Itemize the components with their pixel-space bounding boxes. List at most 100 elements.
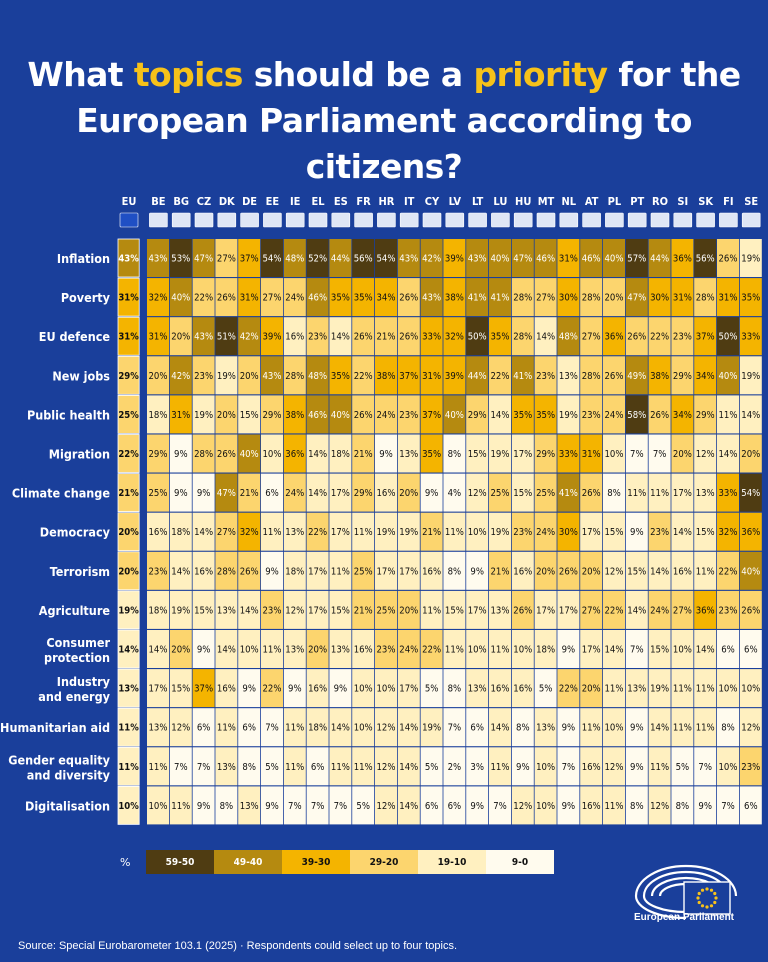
heatmap-cell bbox=[603, 434, 625, 473]
cell-value-label: 26% bbox=[354, 410, 373, 421]
heatmap-cell bbox=[466, 239, 489, 277]
cell-value-label: 23% bbox=[399, 410, 418, 421]
cell-value-label: 27% bbox=[582, 332, 601, 343]
cell-value-label: 30% bbox=[559, 293, 578, 304]
cell-value-label: 22% bbox=[719, 566, 738, 577]
heatmap-cell bbox=[215, 708, 238, 747]
cell-value-label: 27% bbox=[263, 293, 282, 304]
cell-value-label: 41% bbox=[513, 371, 532, 382]
heatmap-cell bbox=[511, 630, 534, 668]
cell-value-label: 35% bbox=[536, 410, 555, 421]
cell-value-label: 17% bbox=[331, 488, 350, 499]
heatmap-cell bbox=[397, 317, 420, 356]
cell-value-label: 11% bbox=[696, 723, 715, 734]
heatmap-cell bbox=[238, 590, 261, 629]
cell-value-label: 19% bbox=[491, 449, 510, 460]
cell-value-label: 7% bbox=[288, 801, 302, 812]
heatmap-cell bbox=[192, 278, 215, 317]
topic-label: New jobs bbox=[52, 368, 110, 383]
heatmap-cell bbox=[443, 356, 466, 395]
cell-value-label: 11% bbox=[605, 684, 624, 695]
heatmap-cell bbox=[694, 512, 717, 551]
heatmap-cell bbox=[397, 551, 420, 590]
country-label: EL bbox=[311, 195, 325, 208]
heatmap-cell bbox=[603, 239, 625, 277]
heatmap-cell bbox=[147, 630, 169, 668]
heatmap-cell bbox=[557, 786, 580, 825]
cell-value-label: 10% bbox=[354, 723, 373, 734]
flag-icon bbox=[399, 212, 419, 228]
country-label: EE bbox=[266, 195, 280, 208]
topic-label: Climate change bbox=[12, 486, 110, 501]
cell-value-label: 25% bbox=[377, 605, 396, 616]
heatmap-cell bbox=[466, 747, 489, 786]
cell-value-label: 11% bbox=[650, 488, 669, 499]
cell-value-label: 14% bbox=[331, 332, 350, 343]
cell-value-label: 36% bbox=[696, 605, 715, 616]
heatmap-cell bbox=[511, 708, 534, 747]
cell-value-label: 48% bbox=[559, 332, 578, 343]
heatmap-cell bbox=[329, 434, 352, 473]
heatmap-cell bbox=[352, 239, 375, 277]
heatmap-cell bbox=[306, 590, 329, 629]
flag-icon bbox=[422, 212, 442, 228]
cell-value-label: 14% bbox=[491, 723, 510, 734]
heatmap-cell bbox=[443, 278, 466, 317]
heatmap-cell bbox=[625, 630, 648, 668]
cell-value-label: 13% bbox=[468, 684, 487, 695]
cell-value-label: 11% bbox=[696, 684, 715, 695]
heatmap-cell bbox=[625, 747, 648, 786]
legend-swatch: 59-50 bbox=[146, 850, 214, 874]
cell-value-label: 18% bbox=[285, 566, 304, 577]
heatmap-cell bbox=[238, 630, 261, 668]
cell-value-label: 28% bbox=[194, 449, 213, 460]
heatmap-cell bbox=[739, 590, 762, 629]
cell-value-label: 24% bbox=[285, 293, 304, 304]
heatmap-cell bbox=[117, 551, 140, 591]
cell-value-label: 22% bbox=[491, 371, 510, 382]
heatmap-cell bbox=[739, 239, 762, 277]
heatmap-cell bbox=[306, 395, 329, 434]
heatmap-cell bbox=[580, 278, 603, 317]
cell-value-label: 49% bbox=[627, 371, 646, 382]
cell-value-label: 13% bbox=[285, 527, 304, 538]
cell-value-label: 11% bbox=[354, 527, 373, 538]
heatmap-cell bbox=[283, 551, 306, 590]
cell-value-label: 22% bbox=[354, 371, 373, 382]
cell-value-label: 11% bbox=[149, 762, 168, 773]
cell-value-label: 17% bbox=[468, 605, 487, 616]
cell-value-label: 29% bbox=[536, 449, 555, 460]
cell-value-label: 43% bbox=[149, 254, 168, 265]
cell-value-label: 18% bbox=[149, 410, 168, 421]
heatmap-cell bbox=[147, 512, 169, 551]
country-label: PL bbox=[608, 195, 622, 208]
cell-value-label: 16% bbox=[354, 645, 373, 656]
heatmap-cell bbox=[739, 551, 762, 590]
cell-value-label: 15% bbox=[445, 605, 464, 616]
heatmap-cell bbox=[238, 395, 261, 434]
heatmap-cell bbox=[648, 786, 671, 825]
cell-value-label: 16% bbox=[673, 566, 692, 577]
heatmap-cell bbox=[375, 239, 397, 277]
cell-value-label: 13% bbox=[285, 645, 304, 656]
cell-value-label: 25% bbox=[354, 566, 373, 577]
heatmap-cell bbox=[466, 551, 489, 590]
cell-value-label: 14% bbox=[491, 410, 510, 421]
cell-value-label: 9% bbox=[630, 762, 644, 773]
heatmap-cell bbox=[489, 317, 511, 356]
cell-value-label: 26% bbox=[217, 449, 236, 460]
cell-value-label: 35% bbox=[741, 293, 760, 304]
heatmap-cell bbox=[557, 395, 580, 434]
cell-value-label: 20% bbox=[399, 488, 418, 499]
cell-value-label: 10% bbox=[377, 684, 396, 695]
topic-label: Consumer bbox=[46, 635, 110, 650]
heatmap-cell bbox=[352, 747, 375, 786]
cell-value-label: 20% bbox=[171, 645, 190, 656]
cell-value-label: 5% bbox=[356, 801, 370, 812]
cell-value-label: 21% bbox=[118, 488, 139, 499]
cell-value-label: 18% bbox=[308, 723, 327, 734]
heatmap-cell bbox=[648, 630, 671, 668]
cell-value-label: 16% bbox=[582, 762, 601, 773]
cell-value-label: 16% bbox=[194, 566, 213, 577]
cell-value-label: 27% bbox=[582, 605, 601, 616]
